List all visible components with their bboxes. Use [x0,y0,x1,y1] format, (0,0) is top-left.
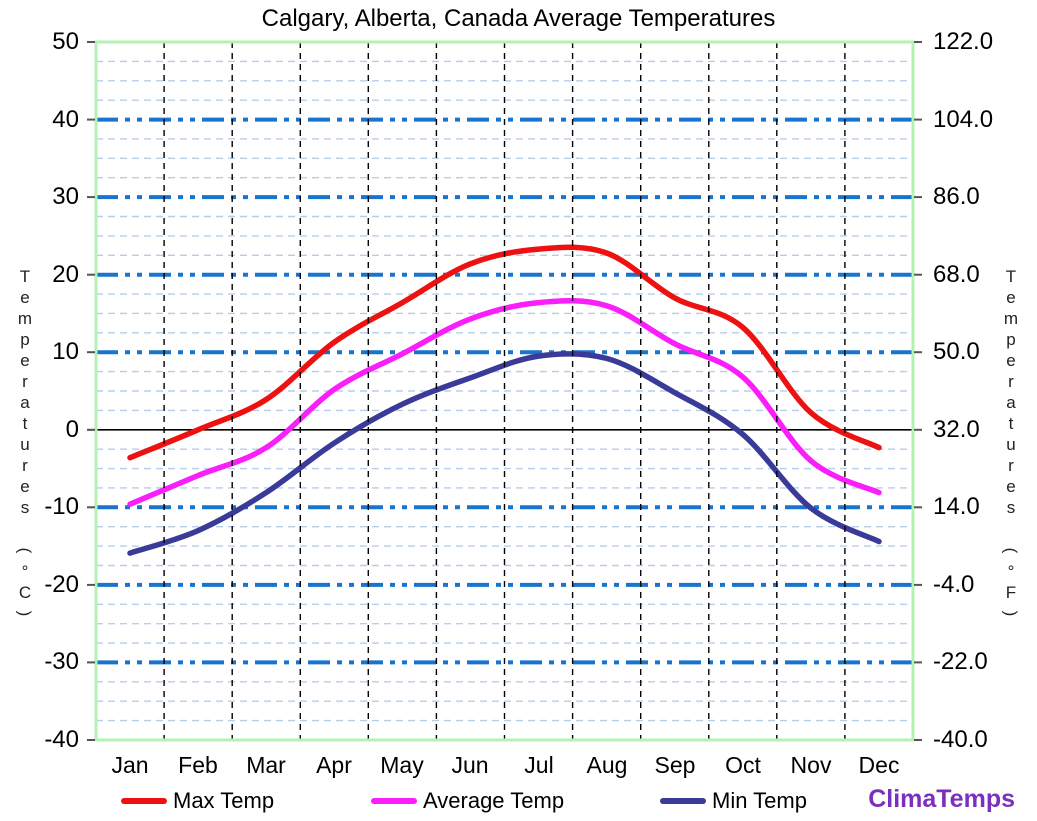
axis-title-char: a [20,393,30,412]
axis-title-char: s [20,498,30,517]
axis-title-char: ( [15,547,35,554]
min-temp-curve [127,351,882,556]
celsius-tick-label: 20 [52,261,79,288]
axis-title-char: C [18,583,32,602]
axis-title-char: u [1006,435,1016,454]
axis-title-char: ° [21,562,29,581]
axis-title-char: ° [1007,562,1015,581]
month-label-dec: Dec [858,752,900,778]
celsius-tick-label: 50 [52,28,79,55]
axis-title-char: t [22,414,28,433]
axis-title-char: T [1005,267,1017,286]
axis-title-char: T [19,267,31,286]
month-label-jul: Jul [524,752,554,778]
fahrenheit-tick-label: 32.0 [933,416,980,443]
axis-title-char: e [1006,351,1016,370]
fahrenheit-tick-label: 50.0 [933,338,980,365]
fahrenheit-tick-label: 68.0 [933,261,980,288]
axis-title-char: r [1008,372,1014,391]
fahrenheit-tick-label: -22.0 [933,648,988,675]
fahrenheit-tick-label: 14.0 [933,493,980,520]
celsius-tick-label: -40 [44,726,79,753]
fahrenheit-tick-label: -40.0 [933,726,988,753]
month-label-jun: Jun [451,752,489,778]
celsius-tick-label: -20 [44,571,79,598]
month-label-nov: Nov [790,752,832,778]
month-label-aug: Aug [586,752,628,778]
max-temp-legend-line [121,798,167,804]
axis-title-char: e [20,351,30,370]
climatemps-logo[interactable]: ClimaTemps [868,785,1015,813]
axis-title-char: r [22,372,28,391]
legend-min-temp-label: Min Temp [712,788,807,813]
legend-average-temp: Average Temp [371,788,564,814]
month-label-may: May [380,752,424,778]
fahrenheit-tick-label: -4.0 [933,571,975,598]
axis-title-char: ) [1001,610,1021,617]
legend-max-temp-label: Max Temp [173,788,275,813]
legend-min-temp: Min Temp [660,788,807,814]
average-temp-curve [127,297,882,507]
min-temp-legend-line [660,798,706,804]
celsius-tick-label: 0 [65,416,79,443]
average-temp-legend-line [371,798,417,804]
fahrenheit-tick-label: 122.0 [933,28,994,55]
fahrenheit-tick-label: 104.0 [933,106,994,133]
axis-title-char: e [1006,288,1016,307]
celsius-tick-label: 30 [52,183,79,210]
celsius-tick-label: 10 [52,338,79,365]
axis-title-char: r [22,456,28,475]
axis-title-char: p [20,330,30,349]
fahrenheit-tick-label: 86.0 [933,183,980,210]
axis-title-char: e [20,477,30,496]
axis-title-char: t [1008,414,1014,433]
axis-title-char: ( [1001,547,1021,554]
axis-title-char: F [1005,583,1017,602]
legend-average-temp-label: Average Temp [423,788,565,813]
axis-title-char: ) [15,610,35,617]
month-label-mar: Mar [246,752,286,778]
axis-title-char: u [20,435,30,454]
month-label-jan: Jan [111,752,149,778]
celsius-tick-label: -30 [44,648,79,675]
chart-title: Calgary, Alberta, Canada Average Tempera… [261,5,776,32]
axis-title-char: m [1003,309,1019,328]
month-label-oct: Oct [725,752,761,778]
axis-title-char: r [1008,456,1014,475]
axis-title-char: s [1006,498,1016,517]
month-label-feb: Feb [178,752,218,778]
month-label-sep: Sep [654,752,696,778]
axis-title-char: p [1006,330,1016,349]
axis-title-char: a [1006,393,1016,412]
legend-max-temp: Max Temp [121,788,274,814]
axis-title-char: e [1006,477,1016,496]
axis-title-char: e [20,288,30,307]
max-temp-curve [127,244,882,461]
month-label-apr: Apr [316,752,352,778]
plot-border [94,40,915,742]
celsius-tick-label: 40 [52,106,79,133]
axis-title-char: m [17,309,33,328]
celsius-tick-label: -10 [44,493,79,520]
